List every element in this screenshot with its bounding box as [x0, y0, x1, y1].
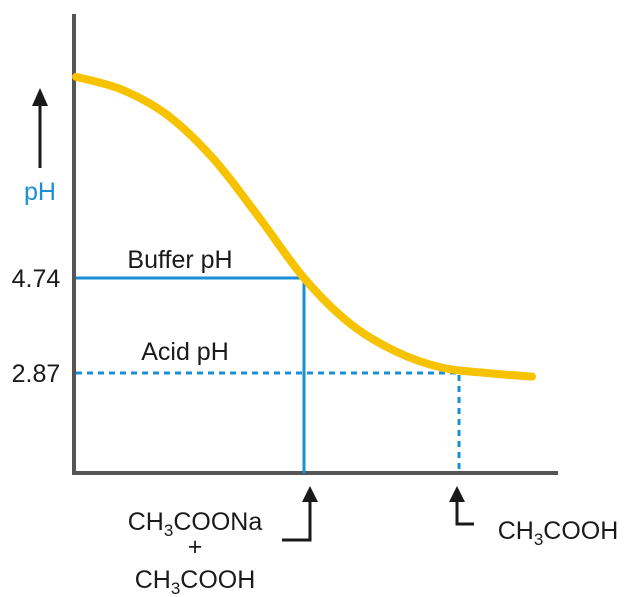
acid-pointer-arrow-icon — [449, 486, 465, 502]
buffer-ph-guide — [76, 276, 306, 473]
buffer-salt-label: CH3COONa — [128, 508, 263, 540]
y-tick-label-buffer: 4.74 — [12, 265, 61, 293]
acid-pointer-label: CH3COOH — [498, 517, 619, 549]
y-axis-label: pH — [24, 178, 56, 206]
plus-sign: + — [188, 533, 203, 561]
buffer-pointer-arrow-icon — [302, 486, 318, 502]
acid-pointer-line — [455, 500, 474, 526]
acid-ph-label: Acid pH — [141, 338, 229, 366]
acid-ph-guide — [76, 371, 461, 473]
series-line — [72, 72, 536, 381]
buffer-ph-label: Buffer pH — [127, 246, 232, 274]
y-tick-label-acid: 2.87 — [12, 360, 61, 388]
y-arrow-icon — [32, 88, 48, 106]
buffer-acid-label: CH3COOH — [135, 566, 256, 597]
buffer-pointer-line — [282, 500, 312, 542]
